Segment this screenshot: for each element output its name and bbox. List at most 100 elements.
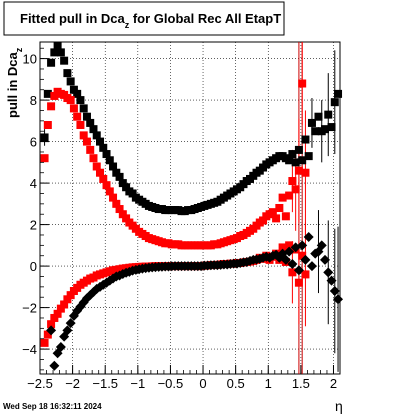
data-point xyxy=(62,325,73,336)
data-point xyxy=(43,330,52,339)
data-point xyxy=(63,69,72,78)
title-box xyxy=(3,1,285,36)
y-tick-label: 0 xyxy=(30,259,37,274)
data-point xyxy=(300,254,311,265)
data-point xyxy=(46,325,57,336)
x-tick-label: 1.5 xyxy=(292,376,310,391)
x-tick-label: −1 xyxy=(130,376,145,391)
data-point xyxy=(294,166,303,175)
data-point xyxy=(60,56,69,65)
data-point xyxy=(89,154,98,163)
data-point xyxy=(50,91,59,100)
data-point xyxy=(307,118,316,127)
data-point xyxy=(99,143,108,152)
x-tick-label: 0 xyxy=(199,376,206,391)
data-point xyxy=(76,96,85,105)
data-point xyxy=(294,278,303,287)
data-point xyxy=(73,112,82,121)
data-point xyxy=(66,291,75,300)
data-point xyxy=(298,251,307,260)
y-tick-label: 8 xyxy=(30,93,37,108)
data-point xyxy=(316,240,327,251)
data-point xyxy=(79,131,88,140)
data-point xyxy=(281,212,290,221)
data-point xyxy=(40,154,49,163)
data-point xyxy=(79,104,88,113)
data-point xyxy=(96,168,104,177)
data-point xyxy=(76,121,85,129)
data-point xyxy=(86,118,95,127)
x-tick-label: −2 xyxy=(65,376,80,391)
data-point xyxy=(92,131,101,140)
data-point xyxy=(47,102,56,111)
x-tick-label: 1 xyxy=(265,376,272,391)
data-point xyxy=(102,181,111,190)
data-point xyxy=(259,216,268,225)
data-point xyxy=(49,360,60,371)
data-point xyxy=(112,168,121,177)
x-tick-label: −0.5 xyxy=(158,376,184,391)
data-point xyxy=(293,265,304,276)
data-point xyxy=(301,135,310,144)
data-point xyxy=(86,145,95,154)
data-point xyxy=(285,156,294,165)
data-point xyxy=(50,313,59,322)
data-point xyxy=(118,179,127,188)
data-point xyxy=(105,187,114,196)
data-point xyxy=(304,152,313,161)
data-point xyxy=(96,137,104,146)
data-point xyxy=(115,205,124,214)
x-tick-label: 2 xyxy=(330,376,337,391)
data-point xyxy=(109,162,118,171)
data-point xyxy=(60,300,69,309)
data-point xyxy=(82,137,91,146)
x-tick-label: 0.5 xyxy=(227,376,245,391)
data-point xyxy=(56,304,65,313)
data-point xyxy=(284,246,295,257)
data-point xyxy=(99,174,108,183)
y-tick-label: 10 xyxy=(23,52,37,67)
data-point xyxy=(285,191,294,200)
data-point xyxy=(288,268,297,277)
data-point xyxy=(278,243,287,252)
data-point xyxy=(287,259,298,270)
data-point xyxy=(278,193,287,202)
data-point xyxy=(303,232,314,243)
data-point xyxy=(92,162,101,171)
data-point xyxy=(327,123,336,132)
data-point xyxy=(128,189,137,198)
data-point xyxy=(314,112,323,121)
data-point xyxy=(66,96,75,105)
data-point xyxy=(47,58,56,67)
data-point xyxy=(298,156,307,165)
data-point xyxy=(275,204,284,212)
data-point xyxy=(69,104,78,113)
data-point xyxy=(122,214,131,223)
data-point xyxy=(288,177,297,186)
y-tick-label: 4 xyxy=(30,176,37,191)
data-point xyxy=(66,77,75,86)
data-point xyxy=(311,127,320,136)
data-point xyxy=(291,185,300,194)
data-point xyxy=(326,275,337,286)
data-point xyxy=(40,133,49,142)
data-point xyxy=(53,309,62,318)
data-point xyxy=(329,286,340,296)
y-tick-label: 2 xyxy=(30,218,37,233)
data-point xyxy=(320,254,330,265)
timestamp: Wed Sep 18 16:32:11 2024 xyxy=(3,402,102,411)
data-point xyxy=(112,199,121,208)
data-point xyxy=(294,145,303,154)
y-tick-label: −4 xyxy=(22,342,37,357)
axis-ticks: −2.5 −2 −1.5 −1 −0.5 0 0.5 1 1.5 2 −4 −2 0 2 4 6 8 10 xyxy=(22,47,341,391)
data-point xyxy=(43,121,52,129)
data-point xyxy=(89,125,98,134)
data-point xyxy=(298,79,307,88)
data-point xyxy=(105,156,114,165)
data-point xyxy=(280,254,291,265)
y-axis-label: pull in Dcaz xyxy=(5,47,24,118)
data-point xyxy=(53,42,62,51)
data-points xyxy=(40,42,344,371)
data-point xyxy=(56,48,65,57)
